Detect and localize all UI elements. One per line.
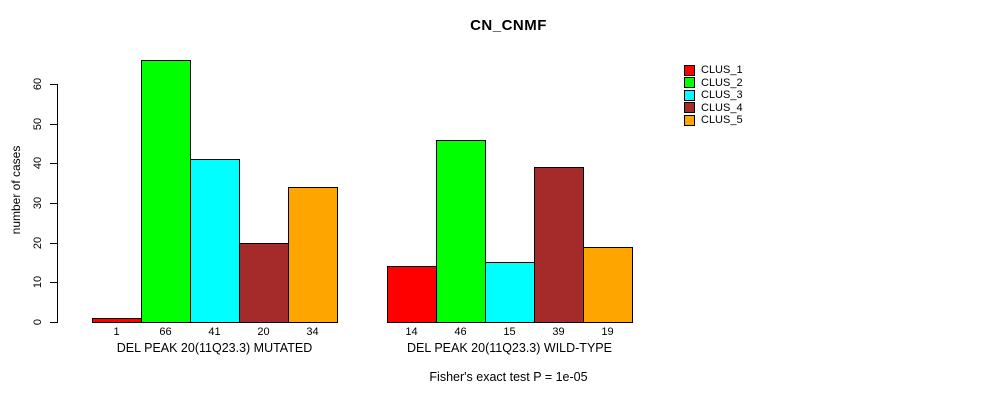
- y-tick-label: 10: [32, 276, 44, 289]
- y-tick-mark: [50, 322, 58, 323]
- bar-value-label: 1: [113, 326, 120, 338]
- y-tick-mark: [50, 123, 58, 125]
- legend-item-clus_4: CLUS_4: [684, 102, 743, 115]
- y-tick-label: 60: [32, 77, 44, 91]
- legend-swatch: [684, 77, 695, 89]
- y-tick-mark: [50, 84, 58, 85]
- y-tick-mark: [50, 163, 58, 165]
- legend-label: CLUS_3: [701, 89, 743, 102]
- bar-clus_1-group1: [92, 318, 142, 323]
- y-tick-label: 0: [32, 318, 44, 326]
- bar-value-label: 15: [503, 326, 516, 338]
- legend-label: CLUS_1: [701, 64, 743, 77]
- bar-clus_5-group1: [288, 187, 338, 323]
- x-axis-group-label: DEL PEAK 20(11Q23.3) WILD-TYPE: [407, 341, 612, 355]
- chart-title: CN_CNMF: [470, 17, 547, 34]
- legend-swatch: [684, 102, 695, 114]
- bar-clus_4-group2: [534, 167, 584, 323]
- y-tick-label: 30: [32, 196, 44, 210]
- bar-value-label: 34: [306, 326, 319, 338]
- legend-label: CLUS_2: [701, 76, 743, 89]
- y-tick-label: 50: [32, 117, 44, 130]
- fisher-test-annotation: Fisher's exact test P = 1e-05: [429, 370, 588, 384]
- legend-item-clus_3: CLUS_3: [684, 89, 743, 102]
- legend-item-clus_1: CLUS_1: [684, 64, 743, 77]
- bar-clus_5-group2: [583, 247, 633, 323]
- y-tick-label: 20: [32, 236, 44, 249]
- bar-clus_3-group1: [190, 159, 240, 323]
- bar-value-label: 41: [208, 326, 221, 338]
- legend-swatch: [684, 64, 695, 76]
- y-axis-label: number of cases: [9, 145, 23, 235]
- legend-swatch: [684, 89, 695, 101]
- bar-value-label: 46: [454, 326, 467, 338]
- bar-value-label: 19: [601, 326, 614, 338]
- legend-swatch: [684, 114, 695, 126]
- legend: CLUS_1 CLUS_2 CLUS_3 CLUS_4 CLUS_5: [684, 64, 743, 127]
- bar-clus_2-group2: [436, 140, 486, 323]
- bar-value-label: 39: [552, 326, 565, 338]
- y-tick-mark: [50, 282, 58, 284]
- bar-value-label: 66: [159, 326, 172, 338]
- bar-clus_2-group1: [141, 60, 191, 323]
- legend-item-clus_5: CLUS_5: [684, 114, 743, 127]
- y-tick-mark: [50, 203, 58, 204]
- x-axis-group-label: DEL PEAK 20(11Q23.3) MUTATED: [116, 341, 313, 355]
- bar-clus_3-group2: [485, 262, 535, 323]
- bar-value-label: 20: [257, 326, 270, 338]
- legend-label: CLUS_4: [701, 101, 743, 114]
- y-tick-mark: [50, 242, 58, 244]
- legend-item-clus_2: CLUS_2: [684, 77, 743, 90]
- bar-clus_4-group1: [239, 243, 289, 323]
- y-tick-label: 40: [32, 157, 44, 170]
- bar-value-label: 14: [405, 326, 418, 338]
- legend-label: CLUS_5: [701, 114, 743, 127]
- bar-clus_1-group2: [387, 266, 437, 323]
